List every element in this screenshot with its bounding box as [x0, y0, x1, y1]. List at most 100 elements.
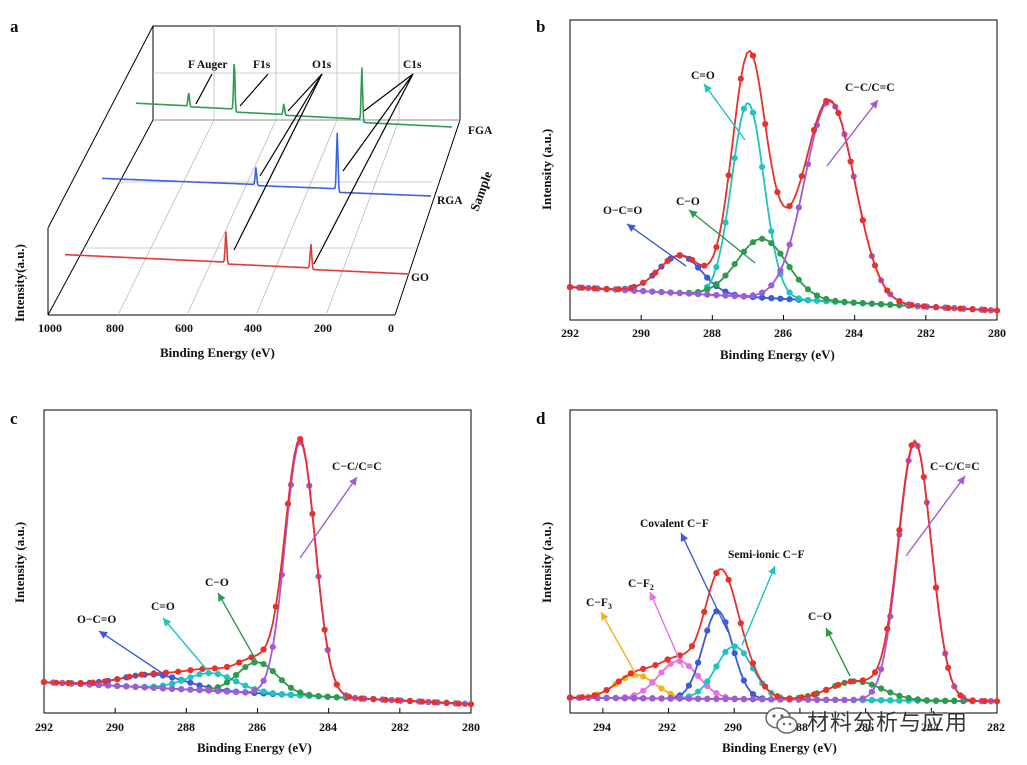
panel-b-envelope-point — [676, 252, 683, 259]
panel-b-envelope-point — [713, 244, 720, 251]
panel-d-component-c-c-c-c-point — [731, 696, 738, 703]
panel-c-envelope-point — [101, 678, 109, 685]
panel-c-component-c-c-c-c-point — [260, 677, 267, 684]
leader-c1s-fga — [363, 73, 414, 112]
panel-b-component-c-o-point — [823, 295, 830, 303]
panel-b-xtick: 292 — [561, 326, 579, 340]
panel-a-xlabel: Binding Energy (eV) — [160, 345, 275, 360]
watermark: 材料分析与应用 — [765, 704, 1013, 738]
panel-b-component-c-o-point — [868, 300, 876, 307]
panel-c-label-o-c-o: O−C=O — [77, 614, 116, 626]
panel-c-envelope-point — [419, 698, 426, 705]
panel-d-component-c-c-c-c-point — [612, 695, 619, 702]
panel-d-component-semi-ionic-c-f-point — [896, 697, 903, 704]
panel-c-component-c-o-point — [178, 677, 185, 684]
panel-c-envelope-point — [77, 680, 84, 687]
panel-d-component-covalent-c-f-line — [569, 610, 998, 703]
panel-d-envelope-point — [945, 664, 952, 671]
panel-c-component-o-c-o-point — [196, 682, 203, 689]
leader-c1s-go — [313, 73, 414, 265]
panel-b-arrow-c-double-o-head — [704, 84, 712, 93]
panel-c-envelope-point — [126, 673, 133, 680]
panel-b-component-c-o-point — [804, 286, 812, 293]
panel-b-envelope-point — [884, 287, 891, 294]
panel-b-component-c-o-point — [878, 301, 885, 308]
panel-d-envelope-point — [823, 686, 830, 694]
panel-a-edge-bottom-right — [394, 119, 461, 316]
panel-d-ylabel: Intensity (a.u.) — [539, 522, 554, 603]
panel-d-component-c-c-c-c-point — [878, 666, 885, 673]
panel-d-envelope-point — [664, 656, 671, 663]
panel-c-component-c-o-point — [278, 677, 285, 684]
panel-d-xtick: 290 — [724, 720, 742, 734]
panel-d-arrow-cc — [905, 475, 966, 557]
panel-d-envelope-point — [969, 697, 976, 704]
panel-c-component-c-o-point — [187, 674, 194, 681]
panel-a-xtick: 400 — [244, 321, 262, 335]
panel-d-component-c-c-c-c-point — [658, 695, 665, 702]
panel-b-component-c-c-c-c-point — [649, 288, 656, 295]
panel-b-arrow-cc — [826, 99, 879, 167]
panel-b-component-c-c-c-c-point — [667, 289, 674, 296]
panel-c-component-o-c-o-point — [187, 679, 194, 686]
panel-c-component-c-o-point — [278, 691, 285, 698]
panel-c-arrow-o-c-o — [98, 630, 163, 674]
panel-c-component-c-c-c-c-point — [242, 689, 249, 696]
panel-d-envelope-point — [652, 662, 659, 669]
panel-c-envelope-point — [370, 696, 377, 703]
panel-d-arrow-covalent-cf-head — [680, 533, 689, 542]
panel-d-component-covalent-c-f-point — [731, 650, 738, 657]
panel-c-component-c-c-c-c-point — [159, 685, 167, 692]
panel-d-component-c-f2-point — [713, 690, 720, 697]
panel-c-x-ticks: 292 290 288 286 284 282 280 — [35, 720, 480, 734]
panel-b-component-c-o-point — [713, 264, 720, 271]
panel-d-component-c-c-c-c-point — [640, 695, 647, 702]
panel-d-envelope-point — [640, 665, 647, 673]
panel-b-arrow-c-o-head — [689, 210, 698, 219]
panel-c-component-c-c-c-c-point — [233, 688, 240, 696]
panel-b-letter: b — [536, 17, 545, 36]
panel-d-arrow-cf2-head — [649, 592, 657, 601]
panel-d-component-c-c-c-c-point — [676, 695, 683, 702]
panel-d-envelope-point — [749, 660, 757, 667]
panel-d-envelope-point — [713, 569, 720, 577]
panel-c-xlabel: Binding Energy (eV) — [197, 740, 312, 755]
panel-b-component-c-c-c-c-point — [768, 282, 775, 289]
panel-b-component-o-c-o-point — [704, 274, 711, 281]
panel-d-component-c-c-c-c-point — [859, 695, 866, 702]
panel-d-arrow-semi-ionic-cf-head — [768, 566, 776, 575]
spectrum-fga — [136, 63, 452, 128]
panel-b-envelope-point — [871, 262, 879, 269]
panel-c-envelope-point — [114, 676, 121, 683]
panel-c-envelope-point — [333, 681, 340, 688]
panel-b-component-c-c-c-c-point — [676, 290, 683, 297]
panel-d-plot-area — [566, 439, 1001, 713]
panel-d-arrow-c-o — [825, 627, 851, 677]
panel-b-component-c-c-c-c-point — [759, 289, 766, 296]
panel-a-xtick: 800 — [106, 321, 124, 335]
panel-c-component-c-o-point — [269, 668, 276, 675]
panel-d-arrow-cf2 — [649, 591, 684, 669]
panel-b-arrow-cc-head — [869, 100, 878, 109]
panel-c-envelope-point — [284, 500, 292, 507]
panel-d-component-semi-ionic-c-f-point — [868, 697, 876, 704]
panel-c-envelope-point — [53, 679, 60, 686]
panel-d-component-semi-ionic-c-f-point — [887, 697, 894, 704]
panel-c-label-cc: C−C/C=C — [332, 461, 382, 473]
panel-b-component-c-o-point — [777, 250, 784, 257]
panel-c-component-c-c-c-c-point — [187, 686, 194, 693]
panel-d-arrow-cc-head — [957, 476, 965, 485]
panel-d-label-covalent-cf: Covalent C−F — [640, 518, 709, 530]
panel-b-component-c-o-point — [795, 276, 802, 283]
panel-d-component-c-c-c-c-point — [768, 696, 775, 703]
panel-d-component-c-c-c-c-point — [841, 696, 848, 704]
panel-c-arrow-c-o-head — [218, 593, 226, 602]
panel-d-component-covalent-c-f-point — [740, 677, 748, 684]
panel-d-component-c-o-point — [905, 694, 912, 702]
panel-d-label-cf2: C−F2 — [628, 578, 654, 592]
panel-d-arrow-covalent-cf — [680, 532, 729, 633]
panel-d-component-c-f2-point — [667, 660, 674, 667]
panel-a-spectra — [64, 63, 452, 275]
panel-b-component-c-c-c-c-point — [740, 293, 748, 300]
panel-c-envelope-point — [321, 626, 328, 633]
